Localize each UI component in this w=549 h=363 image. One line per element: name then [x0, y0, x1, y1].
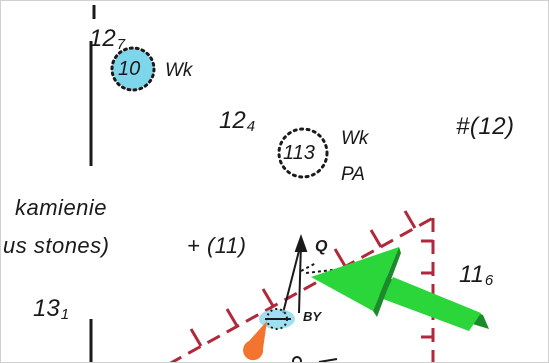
- light-mark-q: Q: [315, 238, 328, 255]
- label-stones: us stones): [3, 233, 110, 258]
- light-beacon-icon: [282, 234, 342, 314]
- sounding-12-7-whole: 12: [89, 25, 116, 52]
- wreck-113-extra: PA: [341, 164, 365, 185]
- pointer-arrow-icon: [311, 247, 489, 331]
- wreck-10-dotted-ring: [110, 46, 156, 92]
- sounding-12-4-whole: 12: [219, 107, 246, 134]
- wreck-113-dotted-ring: [277, 127, 329, 179]
- sounding-13-1: 131: [33, 295, 70, 323]
- wreck-10-depth: 10: [118, 58, 141, 80]
- sounding-12-7-sub: 7: [116, 36, 126, 53]
- sounding-12-4: 124: [219, 107, 256, 135]
- rock-note-12: #(12): [456, 113, 515, 140]
- sounding-11-6: 116: [459, 261, 494, 289]
- label-kamienie: kamienie: [15, 195, 108, 220]
- sounding-11-6-sub: 6: [484, 272, 494, 289]
- boundary-diagonal: [169, 216, 434, 362]
- wreck-113-label: Wk: [341, 128, 369, 149]
- partial-marker: [292, 356, 302, 362]
- buoy-label: BY: [303, 309, 322, 324]
- sounding-13-1-sub: 1: [60, 306, 70, 323]
- wreck-10-label: Wk: [165, 60, 193, 81]
- rock-note-11: + (11): [187, 233, 247, 258]
- wreck-10-shoal-fill: [113, 49, 153, 89]
- sounding-13-1-whole: 13: [33, 295, 60, 322]
- sounding-12-7: 127: [89, 25, 126, 53]
- sounding-12-4-sub: 4: [246, 118, 256, 135]
- sounding-11-6-whole: 11: [459, 261, 484, 288]
- wreck-113-depth: 113: [283, 142, 315, 164]
- buoy-flare-icon: [243, 321, 267, 361]
